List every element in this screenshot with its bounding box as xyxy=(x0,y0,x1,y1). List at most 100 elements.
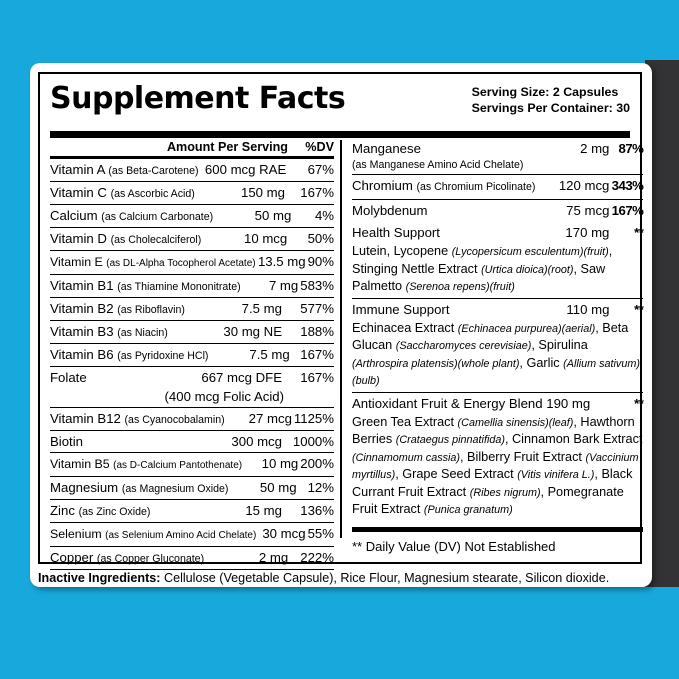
nutrient-amount: 13.5 mg xyxy=(257,253,306,269)
nutrient-name: Magnesium (as Magnesium Oxide) xyxy=(50,479,229,495)
mineral-dv: 167% xyxy=(611,203,644,218)
mineral-name: Chromium (as Chromium Picolinate) xyxy=(352,178,536,193)
nutrient-name: Vitamin B2 (as Riboflavin) xyxy=(50,300,185,316)
column-headers: Amount Per Serving %DV xyxy=(50,138,334,156)
nutrient-source: (as Cholecalciferol) xyxy=(110,233,202,246)
mineral-dv: 87% xyxy=(618,141,644,156)
nutrient-amount: 27 mcg xyxy=(248,410,292,426)
header-divider-rule xyxy=(50,131,630,138)
nutrients-column-left: Amount Per Serving %DV Vitamin A (as Bet… xyxy=(50,138,340,570)
nutrient-amount: 300 mcg xyxy=(231,433,282,449)
blend-ingredients: Green Tea Extract (Camellia sinensis)(le… xyxy=(352,414,643,517)
table-row: Zinc (as Zinc Oxide) 15 mg 136% xyxy=(50,500,334,523)
table-row: Vitamin B3 (as Niacin) 30 mg NE 188% xyxy=(50,321,334,344)
nutrient-amount: 50 mg xyxy=(254,207,292,223)
nutrient-name: Vitamin B5 (as D-Calcium Pantothenate) xyxy=(50,456,243,471)
amount-per-serving-header: Amount Per Serving xyxy=(166,140,288,154)
nutrient-amount: 600 mcg RAE xyxy=(204,161,287,177)
nutrient-amount: 30 mcg xyxy=(262,525,306,541)
inactive-ingredients-label: Inactive Ingredients: xyxy=(38,571,161,585)
nutrient-amount: 7 mg xyxy=(268,277,299,293)
blend-name: Health Support xyxy=(352,225,440,240)
mineral-amount: 2 mg xyxy=(580,141,610,156)
blend-dv-marker: ** xyxy=(634,395,644,411)
nutrient-name: Vitamin D (as Cholecalciferol) xyxy=(50,230,202,246)
nutrient-dv: 167% xyxy=(300,346,334,362)
nutrient-source: (as Calcium Carbonate) xyxy=(101,210,214,223)
blend-name: Immune Support xyxy=(352,301,450,317)
nutrient-dv: 12% xyxy=(307,479,334,495)
mineral-name: Molybdenum xyxy=(352,203,428,218)
nutrient-amount: 150 mg xyxy=(241,184,286,200)
nutrient-dv: 167% xyxy=(300,184,334,200)
mineral-amount: 75 mcg xyxy=(566,203,610,218)
table-row: Vitamin D (as Cholecalciferol) 10 mcg 50% xyxy=(50,228,334,251)
nutrient-dv: 67% xyxy=(307,161,334,177)
nutrient-name: Vitamin B12 (as Cyanocobalamin) xyxy=(50,410,225,426)
nutrient-dv: 1125% xyxy=(293,410,334,426)
nutrient-source: (as Thiamine Mononitrate) xyxy=(117,280,241,293)
nutrient-source: (as Beta-Carotene) xyxy=(108,164,199,177)
table-row: Copper (as Copper Gluconate) 2 mg 222% xyxy=(50,547,334,570)
page-title: Supplement Facts xyxy=(50,81,346,116)
table-row: Selenium (as Selenium Amino Acid Chelate… xyxy=(50,523,334,547)
inactive-ingredients: Inactive Ingredients: Cellulose (Vegetab… xyxy=(38,567,650,589)
table-row: Molybdenum 75 mcg 167% xyxy=(352,200,644,222)
mineral-rows: Manganese 2 mg 87% (as Manganese Amino Acid… xyxy=(352,138,644,222)
blend-row: Health Support 170 mg ** Lutein, Lycopene (… xyxy=(352,222,644,299)
serving-size: Serving Size: 2 Capsules xyxy=(471,85,619,99)
blend-amount: 110 mg xyxy=(566,301,610,317)
nutrient-source: (as Selenium Amino Acid Chelate) xyxy=(105,529,257,541)
mineral-amount: 120 mcg xyxy=(558,178,610,193)
blend-row: Immune Support 110 mg ** Echinacea Extract … xyxy=(352,299,644,393)
nutrient-name: Biotin xyxy=(50,433,83,449)
dv-footnote: ** Daily Value (DV) Not Established xyxy=(352,538,556,554)
nutrient-name: Vitamin A (as Beta-Carotene) xyxy=(50,161,199,177)
mineral-dv: 343% xyxy=(611,178,644,193)
blend-amount: 170 mg xyxy=(565,225,610,240)
nutrient-source: (as Ascorbic Acid) xyxy=(110,187,195,200)
nutrient-dv: 188% xyxy=(300,323,334,339)
nutrient-name: Calcium (as Calcium Carbonate) xyxy=(50,207,214,223)
footnote-rule xyxy=(352,526,644,532)
blend-dv-marker: ** xyxy=(634,225,644,240)
percent-dv-header: %DV xyxy=(305,140,334,154)
table-row: Calcium (as Calcium Carbonate) 50 mg 4% xyxy=(50,205,334,228)
nutrients-column-right: Manganese 2 mg 87% (as Manganese Amino Acid… xyxy=(342,138,644,554)
table-row: Vitamin B12 (as Cyanocobalamin) 27 mcg 112… xyxy=(50,408,334,431)
nutrient-name: Vitamin B1 (as Thiamine Mononitrate) xyxy=(50,277,241,293)
nutrient-amount: 7.5 mg xyxy=(241,300,282,316)
table-row: Vitamin B5 (as D-Calcium Pantothenate) 10… xyxy=(50,453,334,477)
nutrient-amount: 15 mg xyxy=(245,502,282,518)
facts-columns: Amount Per Serving %DV Vitamin A (as Bet… xyxy=(50,138,644,570)
nutrient-name: Selenium (as Selenium Amino Acid Chelate… xyxy=(50,526,257,541)
facts-header: Supplement Facts Serving Size: 2 Capsule… xyxy=(50,82,630,130)
servings-per-container: Servings Per Container: 30 xyxy=(471,100,630,115)
nutrient-amount: 2 mg xyxy=(258,549,289,565)
table-row: Vitamin B1 (as Thiamine Mononitrate) 7 mg… xyxy=(50,275,334,298)
nutrient-dv: 583% xyxy=(300,277,334,293)
nutrient-source: (as Magnesium Oxide) xyxy=(121,482,229,495)
nutrient-amount: 7.5 mg xyxy=(249,346,290,362)
table-row: Vitamin E (as DL-Alpha Tocopherol Acetat… xyxy=(50,251,334,275)
column-header-rule xyxy=(50,156,334,159)
nutrient-dv: 200% xyxy=(300,455,334,471)
nutrient-source: (as Niacin) xyxy=(117,326,168,339)
nutrient-amount: 50 mg xyxy=(259,479,297,495)
nutrient-name: Vitamin E (as DL-Alpha Tocopherol Acetat… xyxy=(50,254,256,269)
table-row: Biotin 300 mcg 1000% xyxy=(50,431,334,453)
nutrient-amount: 667 mcg DFE xyxy=(201,369,282,385)
blend-row: Antioxidant Fruit & Energy Blend 190 mg *… xyxy=(352,393,644,521)
nutrient-name: Zinc (as Zinc Oxide) xyxy=(50,502,151,518)
nutrient-dv: 1000% xyxy=(292,433,334,449)
nutrient-amount: 30 mg NE xyxy=(223,323,282,339)
folate-secondary-amount: (400 mcg Folic Acid) xyxy=(164,389,284,404)
nutrient-dv: 222% xyxy=(300,549,334,565)
nutrient-amount: 10 mcg xyxy=(243,230,288,246)
nutrient-name: Copper (as Copper Gluconate) xyxy=(50,549,205,565)
nutrient-dv: 577% xyxy=(300,300,334,316)
mineral-source: (as Manganese Amino Acid Chelate) xyxy=(352,159,524,171)
nutrient-rows-upper: Vitamin A (as Beta-Carotene) 600 mcg RAE 6… xyxy=(50,159,334,367)
nutrient-dv: 167% xyxy=(300,369,334,385)
serving-info: Serving Size: 2 Capsules Servings Per Co… xyxy=(460,82,630,116)
